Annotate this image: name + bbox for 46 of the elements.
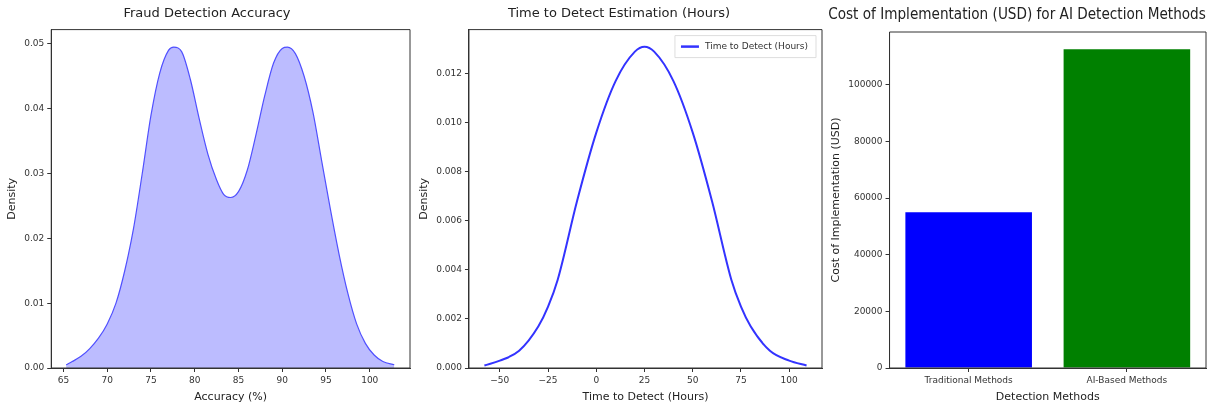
- y-tick-label: 0.000: [436, 362, 463, 373]
- x-tick-label: −25: [538, 374, 558, 385]
- x-tick-label: 50: [687, 374, 699, 385]
- y-tick-label: 0.012: [436, 68, 462, 79]
- x-tick-label: 100: [361, 374, 379, 385]
- y-tick-label: 100000: [848, 79, 883, 90]
- y-axis-title: Density: [5, 177, 19, 220]
- x-tick-label: −50: [490, 374, 510, 385]
- x-tick-label: 85: [232, 374, 245, 385]
- x-tick-label: Traditional Methods: [923, 374, 1014, 385]
- y-tick-label: 80000: [853, 135, 883, 146]
- y-tick-label: 0.006: [436, 215, 463, 226]
- x-axis-title: Detection Methods: [995, 390, 1101, 404]
- chart-title: Time to Detect Estimation (Hours): [506, 5, 731, 21]
- x-tick-label: 95: [320, 374, 332, 385]
- x-tick-label: 0: [593, 374, 600, 385]
- chart-title: Cost of Implementation (USD) for AI Detection Methods: [828, 5, 1206, 23]
- y-tick-label: 0.004: [436, 264, 463, 275]
- y-tick-label: 20000: [853, 305, 883, 316]
- x-tick-label: 90: [276, 374, 289, 385]
- x-tick-label: 65: [57, 374, 70, 385]
- y-tick-label: 0.002: [436, 313, 462, 324]
- y-axis-title: Density: [417, 177, 431, 220]
- y-tick-label: 0.04: [24, 103, 45, 114]
- y-tick-label: 0.010: [436, 117, 463, 128]
- x-tick-label: 25: [638, 374, 651, 385]
- x-tick-label: 80: [189, 374, 201, 385]
- x-tick-label: 75: [735, 374, 747, 385]
- legend-label: Time to Detect (Hours): [703, 40, 808, 51]
- x-axis-title: Accuracy (%): [194, 390, 267, 404]
- y-tick-label: 0.05: [24, 38, 45, 49]
- x-tick-label: 75: [145, 374, 157, 385]
- y-tick-label: 0.01: [24, 297, 45, 308]
- x-tick-label: 100: [780, 374, 799, 385]
- y-axis-title: Cost of Implementation (USD): [829, 117, 843, 283]
- y-tick-label: 40000: [853, 249, 883, 260]
- y-tick-label: 60000: [853, 192, 883, 203]
- y-tick-label: 0.02: [24, 232, 45, 243]
- x-tick-label: AI-Based Methods: [1086, 374, 1168, 385]
- y-tick-label: 0.03: [24, 167, 45, 178]
- x-axis-title: Time to Detect (Hours): [581, 390, 709, 404]
- y-tick-label: 0.00: [24, 362, 45, 373]
- x-tick-label: 70: [101, 374, 114, 385]
- y-tick-label: 0.008: [436, 166, 463, 177]
- chart-title: Fraud Detection Accuracy: [123, 5, 291, 21]
- y-tick-label: 0: [876, 362, 883, 373]
